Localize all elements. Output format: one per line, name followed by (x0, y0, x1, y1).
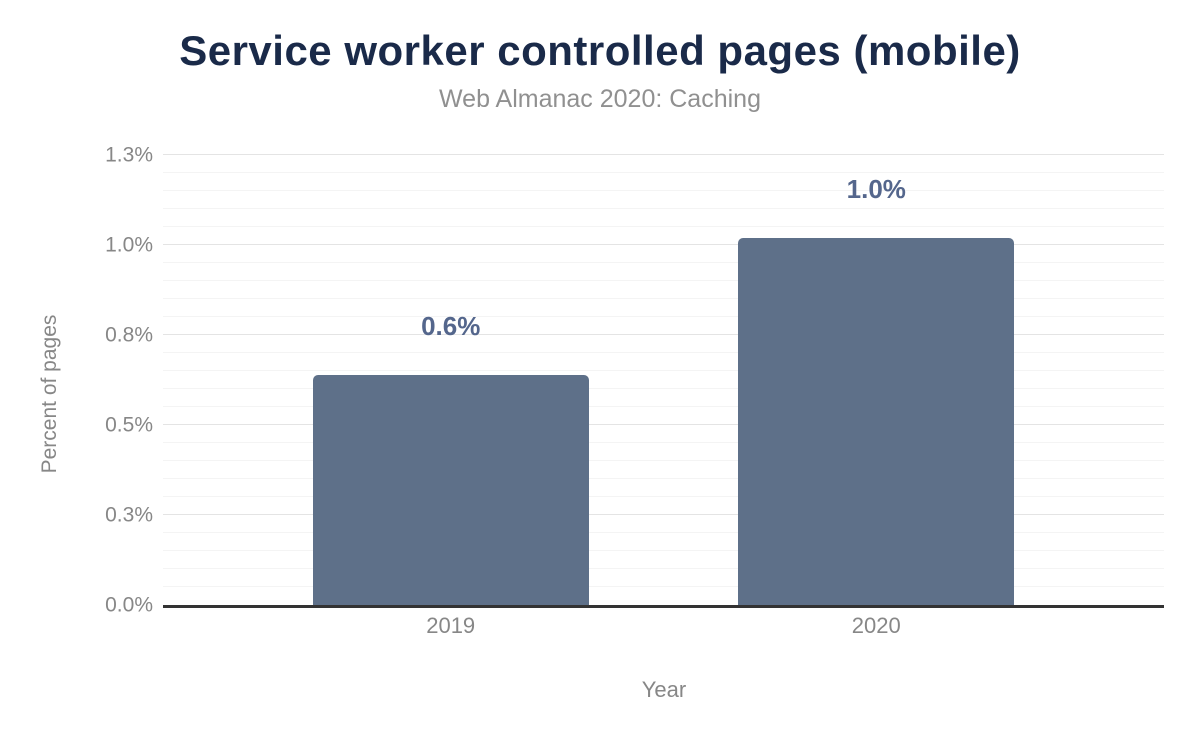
minor-gridline (163, 190, 1164, 191)
x-tick-label-2019: 2019 (426, 613, 476, 638)
x-axis-title: Year (641, 677, 687, 702)
major-gridline (163, 514, 1164, 515)
minor-gridline (163, 442, 1164, 443)
minor-gridline (163, 532, 1164, 533)
plot-area: 0.6% 2019 1.0% 2020 (163, 154, 1164, 637)
minor-gridline (163, 280, 1164, 281)
major-gridline (163, 244, 1164, 245)
minor-gridline (163, 460, 1164, 461)
minor-gridline (163, 352, 1164, 353)
minor-gridline (163, 370, 1164, 371)
minor-gridline (163, 478, 1164, 479)
major-gridline (163, 154, 1164, 155)
minor-gridline (163, 172, 1164, 173)
value-label-2019: 0.6% (421, 310, 481, 341)
y-tick-label-0.0%: 0.0% (105, 593, 153, 617)
minor-gridline (163, 550, 1164, 551)
y-axis-tick-labels: 0.0% 0.3% 0.5% 0.8% 1.0% 1.3% (0, 145, 153, 616)
y-tick-label-0.3%: 0.3% (105, 503, 153, 527)
minor-gridline (163, 586, 1164, 587)
minor-gridline (163, 226, 1164, 227)
minor-gridline (163, 406, 1164, 407)
y-tick-label-1.3%: 1.3% (105, 143, 153, 167)
bar-2020[interactable] (738, 237, 1015, 605)
minor-gridline (163, 298, 1164, 299)
value-label-2020: 1.0% (846, 173, 906, 204)
major-gridline (163, 424, 1164, 425)
chart-title: Service worker controlled pages (mobile) (179, 27, 1021, 74)
major-gridline (163, 334, 1164, 335)
minor-gridline (163, 388, 1164, 389)
chart-subtitle: Web Almanac 2020: Caching (439, 85, 761, 113)
minor-gridline (163, 208, 1164, 209)
minor-gridline (163, 568, 1164, 569)
y-tick-label-0.5%: 0.5% (105, 413, 153, 437)
x-tick-label-2020: 2020 (851, 613, 901, 638)
minor-gridline (163, 262, 1164, 263)
bar-2019[interactable] (312, 374, 589, 605)
minor-gridline (163, 316, 1164, 317)
y-tick-label-1.0%: 1.0% (105, 233, 153, 257)
minor-gridline (163, 496, 1164, 497)
y-tick-label-0.8%: 0.8% (105, 323, 153, 347)
